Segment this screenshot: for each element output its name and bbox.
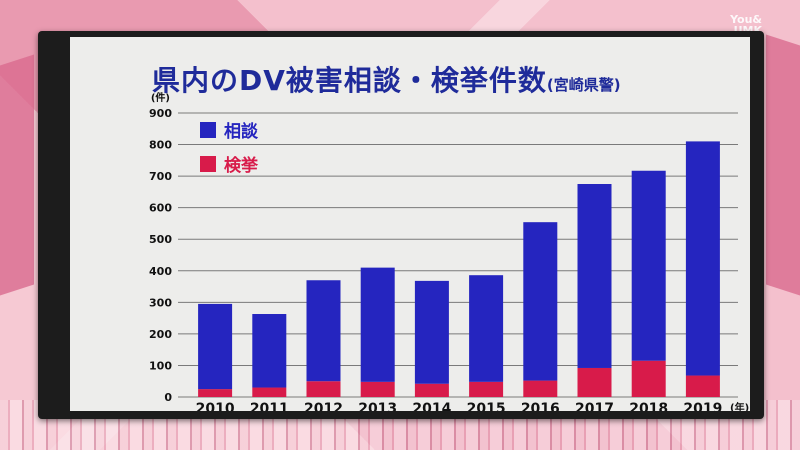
tv-screen: 県内のDV被害相談・検挙件数(宮崎県警) 0 100 200 300 400 500 600… xyxy=(70,37,750,411)
legend-swatch-consultations xyxy=(200,122,216,138)
decor-stripe-left xyxy=(0,54,34,296)
bar-arrests-2018 xyxy=(631,360,666,397)
bar-consultations-2018 xyxy=(631,170,666,361)
chart-title: 県内のDV被害相談・検挙件数(宮崎県警) xyxy=(152,59,621,99)
y-axis-unit-label: (件) xyxy=(151,91,170,104)
bar-arrests-2016 xyxy=(523,380,558,397)
bar-arrests-2011 xyxy=(252,387,287,397)
bar-consultations-2012 xyxy=(306,280,341,382)
x-tick-label: 2012 xyxy=(304,401,343,411)
y-tick-label: 100 xyxy=(149,359,172,372)
x-axis-unit-label: (年) xyxy=(730,401,749,411)
watermark-line-1: You& xyxy=(730,13,762,26)
y-tick-label: 600 xyxy=(149,202,172,215)
legend-label-arrests: 検挙 xyxy=(224,155,259,176)
bar-consultations-2011 xyxy=(252,314,287,388)
bar-arrests-2013 xyxy=(360,381,395,397)
bar-chart: 0 100 200 300 400 500 600 700 800 900 (件) (年) 2010 20… xyxy=(149,91,749,411)
bar-arrests-2012 xyxy=(306,381,341,397)
bar-consultations-2014 xyxy=(414,280,449,384)
x-tick-label: 2015 xyxy=(467,401,506,411)
x-tick-label: 2011 xyxy=(250,401,289,411)
bar-arrests-2015 xyxy=(469,381,504,397)
decor-stripe-right xyxy=(766,34,800,296)
x-tick-label: 2013 xyxy=(358,401,397,411)
chart-subtitle: (宮崎県警) xyxy=(546,76,621,94)
y-tick-label: 0 xyxy=(164,391,172,404)
y-tick-label: 500 xyxy=(149,233,172,246)
bar-consultations-2019 xyxy=(685,141,720,376)
y-tick-label: 700 xyxy=(149,170,172,183)
watermark-line-2: UMK xyxy=(730,25,762,36)
y-tick-label: 200 xyxy=(149,328,172,341)
chart-title-main: 県内のDV被害相談・検挙件数 xyxy=(152,64,547,97)
y-tick-label: 800 xyxy=(149,139,172,152)
legend-swatch-arrests xyxy=(200,156,216,172)
y-tick-label: 400 xyxy=(149,265,172,278)
bar-consultations-2017 xyxy=(577,184,612,368)
channel-watermark: You& UMK xyxy=(730,14,762,36)
bar-consultations-2015 xyxy=(469,275,504,382)
x-tick-label: 2014 xyxy=(412,401,451,411)
y-tick-label: 300 xyxy=(149,296,172,309)
x-tick-label: 2010 xyxy=(196,401,235,411)
y-tick-label: 900 xyxy=(149,107,172,120)
bar-arrests-2019 xyxy=(685,375,720,397)
x-tick-label: 2017 xyxy=(575,401,614,411)
x-tick-label: 2016 xyxy=(521,401,560,411)
bar-arrests-2010 xyxy=(198,389,233,397)
bar-consultations-2016 xyxy=(523,222,558,381)
bar-arrests-2014 xyxy=(414,383,449,397)
tv-monitor: 県内のDV被害相談・検挙件数(宮崎県警) 0 100 200 300 400 500 600… xyxy=(38,31,764,419)
bar-consultations-2013 xyxy=(360,267,395,382)
x-tick-label: 2018 xyxy=(629,401,668,411)
bar-arrests-2017 xyxy=(577,367,612,397)
x-tick-label: 2019 xyxy=(683,401,722,411)
legend-label-consultations: 相談 xyxy=(224,121,259,142)
bar-consultations-2010 xyxy=(198,303,233,390)
